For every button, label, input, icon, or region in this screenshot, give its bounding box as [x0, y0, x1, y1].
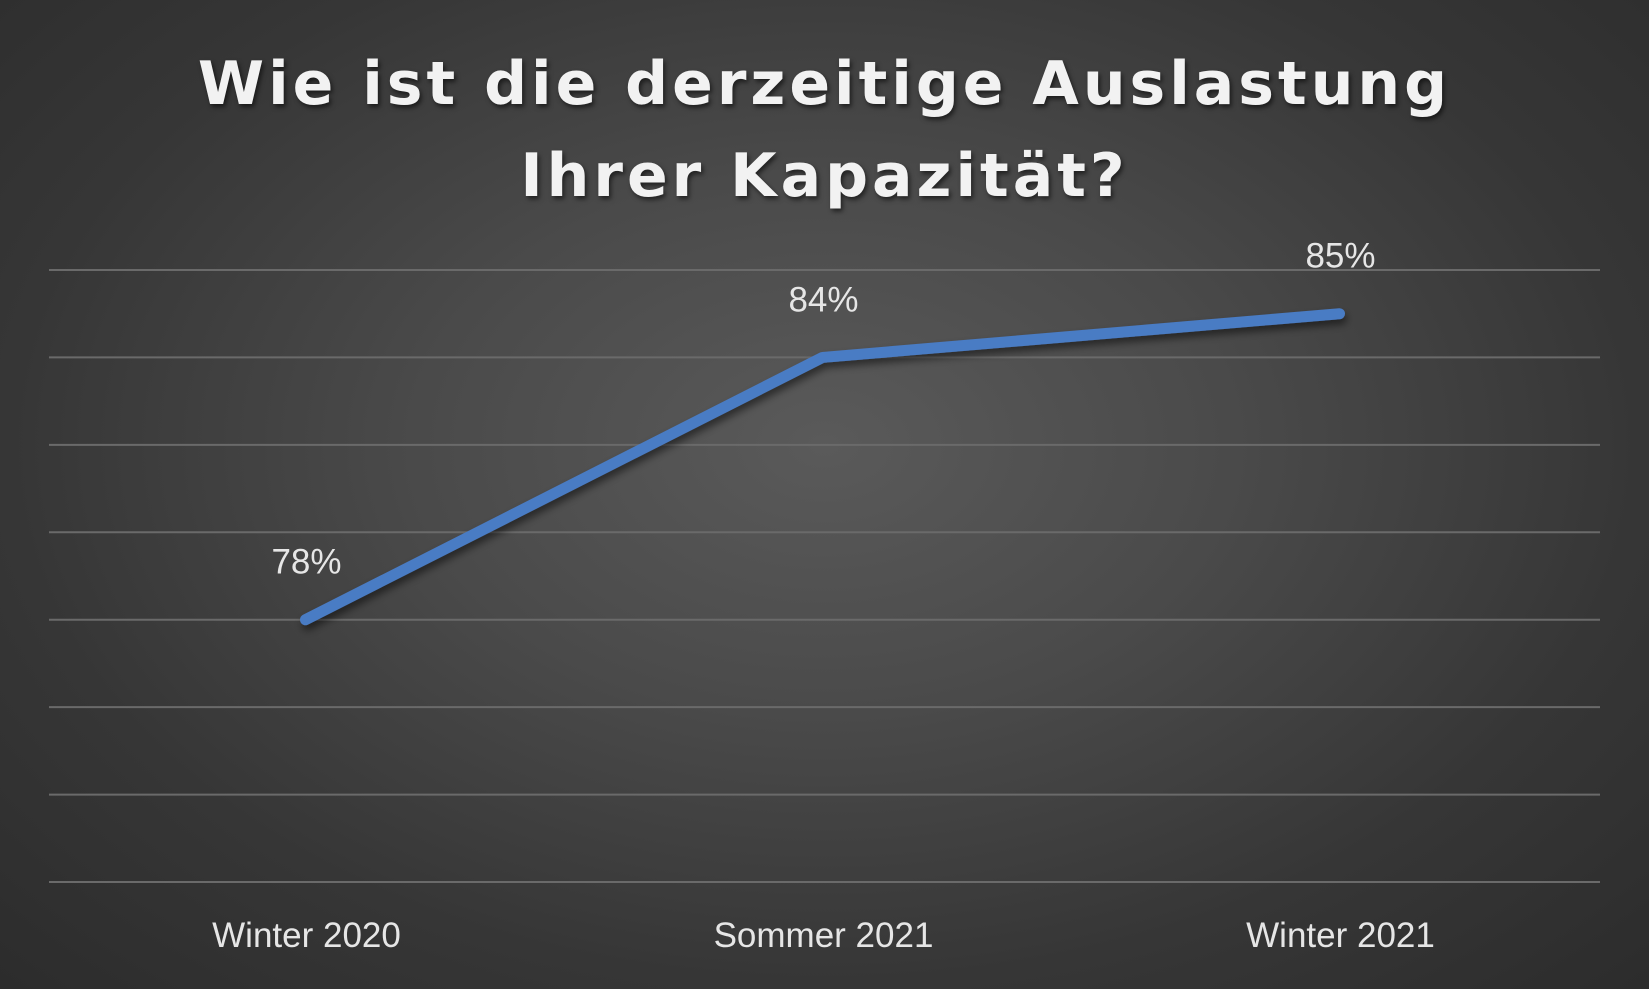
- series-line: [300, 308, 1345, 626]
- x-tick-label: Winter 2020: [212, 916, 401, 955]
- chart-title-line-1: Wie ist die derzeitige Auslastung: [197, 49, 1452, 119]
- chart-title: Wie ist die derzeitige Auslastung Ihrer …: [0, 38, 1649, 222]
- x-axis: Winter 2020 Sommer 2021 Winter 2021: [212, 916, 1435, 955]
- x-tick-label: Sommer 2021: [714, 916, 934, 955]
- x-tick-label: Winter 2021: [1246, 916, 1435, 955]
- series-group: [300, 308, 1345, 626]
- data-labels: 78% 84% 85%: [271, 237, 1375, 582]
- data-label: 85%: [1305, 237, 1375, 276]
- chart-title-line-2: Ihrer Kapazität?: [520, 141, 1129, 211]
- data-label: 84%: [788, 280, 858, 319]
- data-label: 78%: [271, 543, 341, 582]
